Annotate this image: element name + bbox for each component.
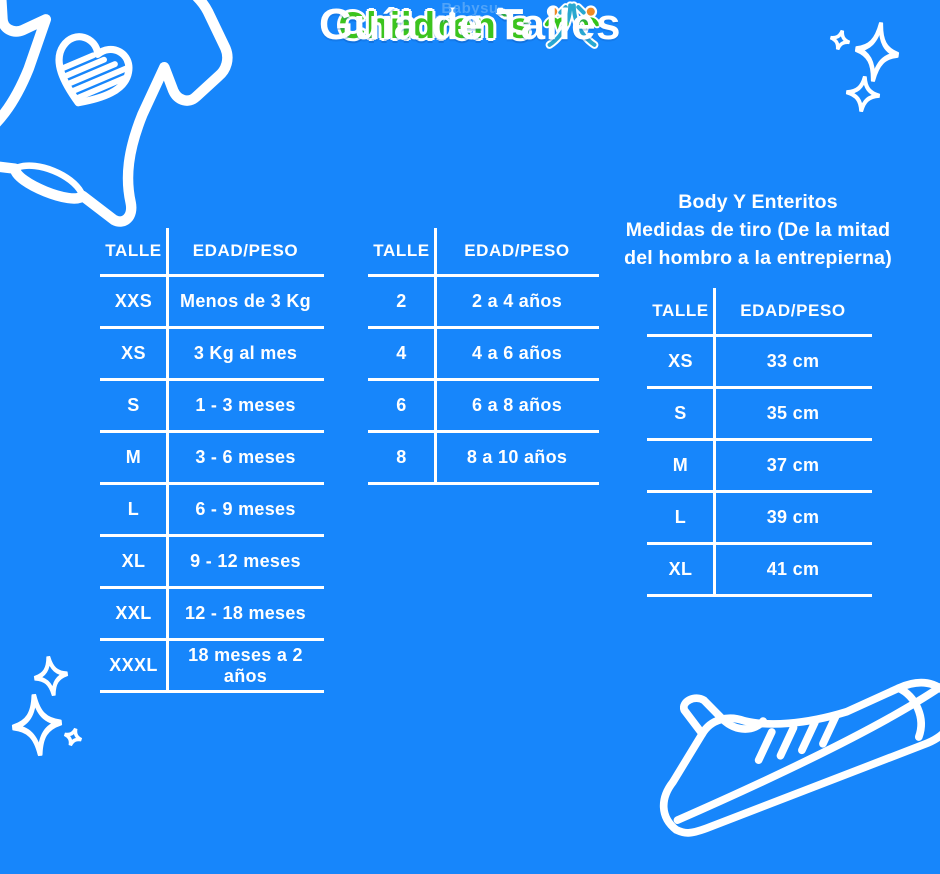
heading-line: del hombro a la entrepierna) xyxy=(624,247,892,269)
heading-line: Medidas de tiro (De la mitad xyxy=(625,219,891,241)
column-header-talle: TALLE xyxy=(652,301,709,320)
table-row: XS 33 cm xyxy=(647,337,872,389)
value-cell: 3 Kg al mes xyxy=(193,343,298,363)
value-cell: 33 cm xyxy=(766,351,820,371)
table-row: M 3 - 6 meses xyxy=(100,433,324,485)
table-row: XXXL 18 meses a 2 años xyxy=(100,641,324,693)
value-cell: 6 - 9 meses xyxy=(195,499,296,519)
sparkle-icon xyxy=(9,692,65,759)
size-cell: XS xyxy=(121,343,146,363)
size-cell: 8 xyxy=(396,447,407,467)
column-divider xyxy=(713,288,716,597)
table-row: XL 41 cm xyxy=(647,545,872,597)
sparkle-icon xyxy=(844,74,882,113)
watermark-text: Babysu xyxy=(441,0,499,17)
table-header-row: TALLE EDAD/PESO xyxy=(647,288,872,337)
size-cell: XXXL xyxy=(109,655,158,675)
value-cell: 12 - 18 meses xyxy=(185,603,306,623)
size-cell: 2 xyxy=(396,291,407,311)
size-guide-page: { "page": { "background_color": "#1786fb… xyxy=(0,0,940,837)
table-row: 4 4 a 6 años xyxy=(368,329,599,381)
size-cell: M xyxy=(672,455,689,475)
table-row: 2 2 a 4 años xyxy=(368,277,599,329)
value-cell: 41 cm xyxy=(766,559,820,579)
value-cell: 1 - 3 meses xyxy=(195,395,296,415)
sparkle-icon xyxy=(31,654,70,698)
value-cell: 9 - 12 meses xyxy=(190,551,301,571)
size-cell: XL xyxy=(121,551,146,571)
value-cell: 3 - 6 meses xyxy=(195,447,296,467)
table-row: S 1 - 3 meses xyxy=(100,381,324,433)
size-cell: L xyxy=(674,507,687,527)
value-cell: 6 a 8 años xyxy=(471,395,563,415)
size-cell: S xyxy=(674,403,687,423)
size-cell: XXL xyxy=(115,603,152,623)
table-row: L 39 cm xyxy=(647,493,872,545)
body-enteritos-heading: Body Y Enteritos Medidas de tiro (De la … xyxy=(608,188,908,272)
table-row: M 37 cm xyxy=(647,441,872,493)
size-table-babies: TALLE EDAD/PESO XXS Menos de 3 Kg XS 3 Kg … xyxy=(100,228,324,693)
brand-name: Children`s xyxy=(338,5,532,46)
size-cell: 6 xyxy=(396,395,407,415)
page-title: Guía de Talles xyxy=(318,0,622,49)
value-cell: 37 cm xyxy=(766,455,820,475)
size-table-body-enteritos: TALLE EDAD/PESO XS 33 cm S 35 cm M 37 cm L 3… xyxy=(647,288,872,597)
value-cell: 39 cm xyxy=(766,507,820,527)
column-header-edad-peso: EDAD/PESO xyxy=(740,301,846,320)
value-cell: Menos de 3 Kg xyxy=(180,291,311,311)
size-cell: XS xyxy=(668,351,693,371)
value-cell: 18 meses a 2 años xyxy=(188,644,303,686)
table-row: S 35 cm xyxy=(647,389,872,441)
sneaker-icon xyxy=(659,678,940,837)
column-header-talle: TALLE xyxy=(373,241,430,260)
size-cell: M xyxy=(125,447,142,467)
value-cell: 4 a 6 años xyxy=(471,343,563,363)
table-row: XXS Menos de 3 Kg xyxy=(100,277,324,329)
size-cell: L xyxy=(127,499,140,519)
table-row: 6 6 a 8 años xyxy=(368,381,599,433)
heading-line: Body Y Enteritos xyxy=(678,191,838,213)
table-header-row: TALLE EDAD/PESO xyxy=(368,228,599,277)
table-row: XS 3 Kg al mes xyxy=(100,329,324,381)
column-header-talle: TALLE xyxy=(105,241,162,260)
table-row: L 6 - 9 meses xyxy=(100,485,324,537)
column-divider xyxy=(434,228,437,485)
column-header-edad-peso: EDAD/PESO xyxy=(192,241,299,260)
brand-header: Children`s xyxy=(0,0,940,52)
children-logo-icon xyxy=(543,1,602,49)
column-header-edad-peso: EDAD/PESO xyxy=(464,241,570,260)
table-header-row: TALLE EDAD/PESO xyxy=(100,228,324,277)
size-cell: 4 xyxy=(396,343,407,363)
table-row: XL 9 - 12 meses xyxy=(100,537,324,589)
table-row: 8 8 a 10 años xyxy=(368,433,599,485)
size-cell: XL xyxy=(668,559,693,579)
size-cell: XXS xyxy=(114,291,153,311)
value-cell: 2 a 4 años xyxy=(471,291,563,311)
column-divider xyxy=(166,228,169,693)
table-row: XXL 12 - 18 meses xyxy=(100,589,324,641)
sparkle-icon xyxy=(61,725,85,749)
size-cell: S xyxy=(127,395,140,415)
value-cell: 35 cm xyxy=(766,403,820,423)
value-cell: 8 a 10 años xyxy=(466,447,568,467)
